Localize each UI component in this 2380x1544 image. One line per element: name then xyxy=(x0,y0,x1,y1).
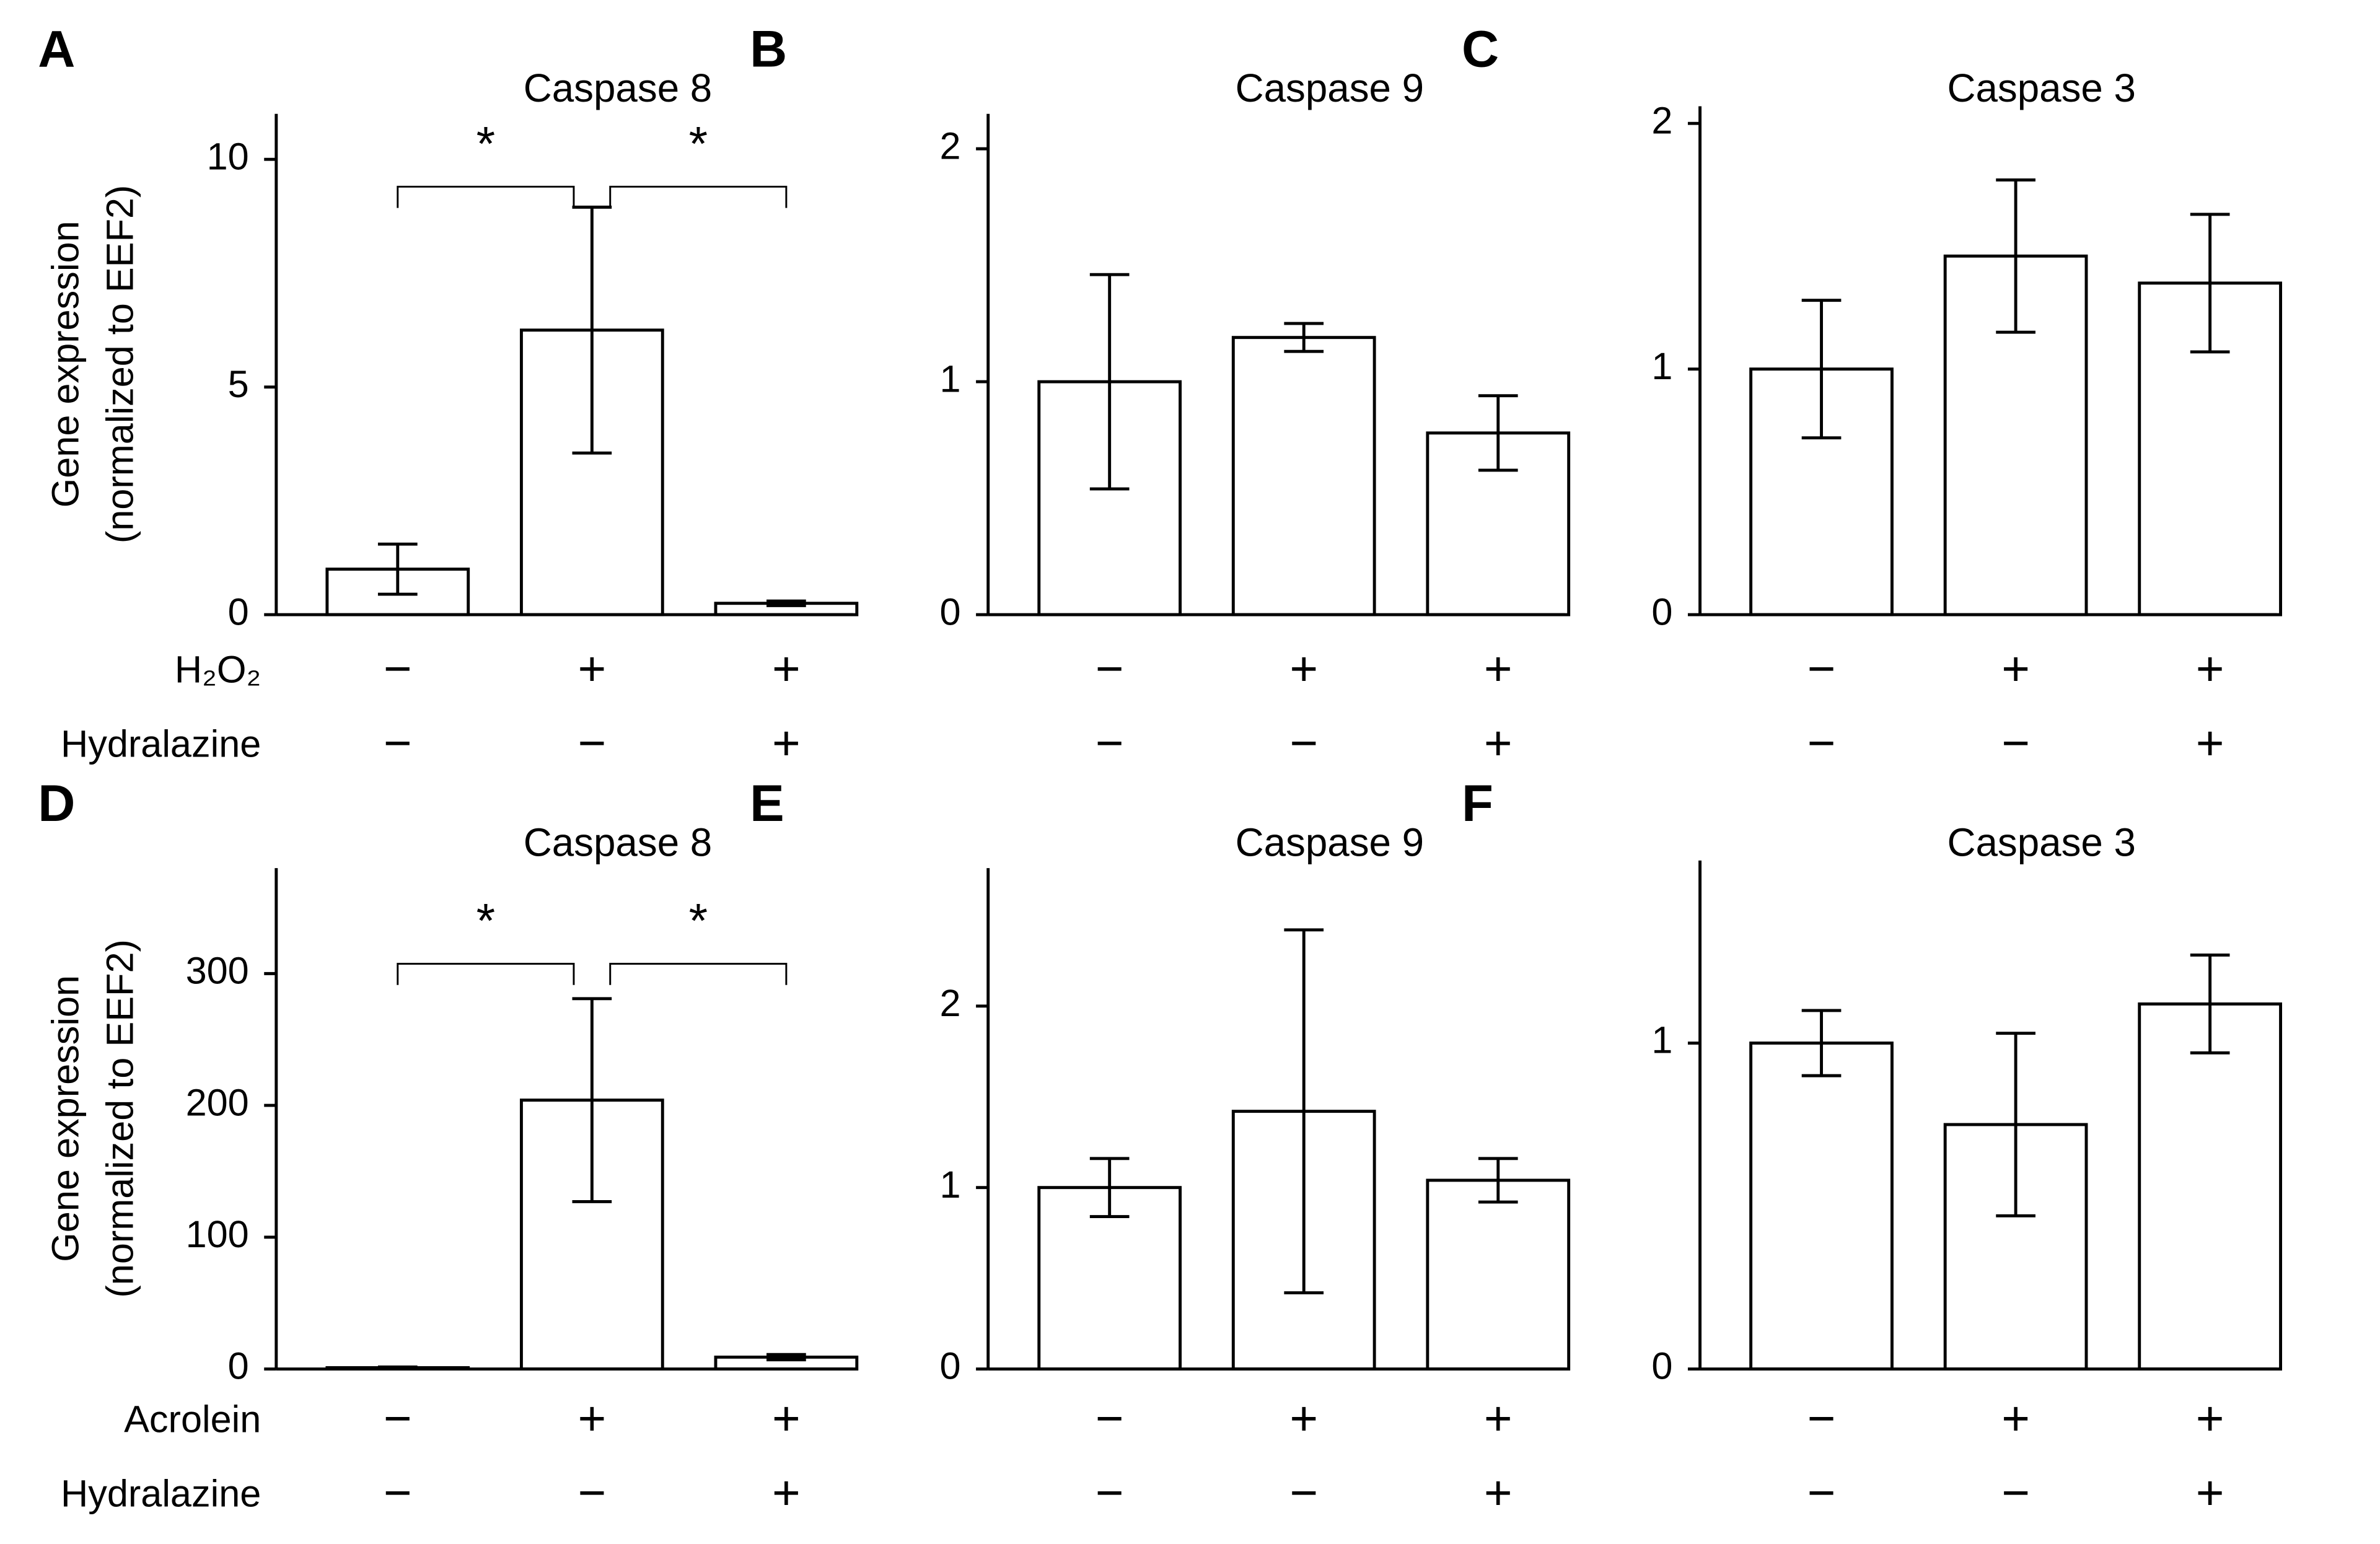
y-tick-label: 100 xyxy=(186,1213,249,1255)
y-tick-label: 200 xyxy=(186,1081,249,1123)
bar xyxy=(1426,1178,1571,1371)
y-axis-label: (normalized to EEF2) xyxy=(99,939,141,1298)
treatment-level: + xyxy=(1484,641,1513,696)
treatment-level: + xyxy=(772,641,801,696)
treatment-level: + xyxy=(772,1465,801,1520)
y-tick-label: 2 xyxy=(940,125,961,167)
treatment-level: − xyxy=(1096,716,1124,770)
panel-label: B xyxy=(750,20,787,78)
y-tick-label: 10 xyxy=(207,135,249,177)
bar xyxy=(1231,336,1376,616)
y-tick-label: 2 xyxy=(1651,99,1672,141)
treatment-level: + xyxy=(2001,641,2030,696)
treatment-level: − xyxy=(384,1391,412,1445)
panel-label: A xyxy=(38,20,75,78)
treatment-name: H₂O₂ xyxy=(175,648,261,690)
chart-title: Caspase 9 xyxy=(1236,66,1424,110)
treatment-level: − xyxy=(1807,1465,1836,1520)
treatment-level: + xyxy=(2196,1391,2224,1445)
panel-label: E xyxy=(750,774,784,832)
treatment-level: + xyxy=(2196,641,2224,696)
chart-title: Caspase 8 xyxy=(524,820,712,864)
treatment-name: Hydralazine xyxy=(61,722,261,765)
significance-bracket xyxy=(397,185,575,208)
significance-star: * xyxy=(689,116,708,170)
treatment-level: + xyxy=(1484,1391,1513,1445)
chart-title: Caspase 3 xyxy=(1947,820,2135,864)
y-tick-label: 300 xyxy=(186,950,249,992)
treatment-level: + xyxy=(2001,1391,2030,1445)
y-tick-label: 1 xyxy=(940,357,961,400)
significance-star: * xyxy=(476,893,496,948)
significance-bracket xyxy=(609,185,788,208)
treatment-level: + xyxy=(1289,641,1318,696)
treatment-level: − xyxy=(1289,716,1318,770)
treatment-level: − xyxy=(577,1465,606,1520)
bar xyxy=(2138,1002,2282,1371)
treatment-level: + xyxy=(1289,1391,1318,1445)
y-tick-label: 0 xyxy=(940,590,961,633)
treatment-level: − xyxy=(1096,1391,1124,1445)
y-tick-label: 0 xyxy=(228,590,249,633)
treatment-level: + xyxy=(1484,1465,1513,1520)
significance-bracket xyxy=(609,963,788,985)
treatment-level: − xyxy=(1096,641,1124,696)
y-tick-label: 0 xyxy=(228,1345,249,1387)
y-tick-label: 2 xyxy=(940,982,961,1024)
treatment-name: Hydralazine xyxy=(61,1472,261,1514)
panel-label: C xyxy=(1462,20,1499,78)
treatment-level: + xyxy=(772,1391,801,1445)
y-tick-label: 5 xyxy=(228,363,249,405)
y-tick-label: 1 xyxy=(940,1164,961,1206)
treatment-level: − xyxy=(384,716,412,770)
treatment-level: − xyxy=(1096,1465,1124,1520)
y-tick-label: 0 xyxy=(940,1345,961,1387)
y-axis-label: Gene expression xyxy=(44,975,86,1262)
treatment-level: − xyxy=(1289,1465,1318,1520)
chart-title: Caspase 8 xyxy=(524,66,712,110)
y-tick-label: 1 xyxy=(1651,345,1672,387)
treatment-level: − xyxy=(1807,641,1836,696)
y-tick-label: 1 xyxy=(1651,1019,1672,1061)
significance-bracket xyxy=(397,963,575,985)
y-axis-label: (normalized to EEF2) xyxy=(99,185,141,544)
treatment-level: + xyxy=(772,716,801,770)
treatment-level: + xyxy=(577,1391,606,1445)
panel-label: D xyxy=(38,774,75,832)
treatment-level: − xyxy=(577,716,606,770)
chart-title: Caspase 9 xyxy=(1236,820,1424,864)
treatment-level: + xyxy=(2196,716,2224,770)
y-axis-label: Gene expression xyxy=(44,221,86,507)
treatment-level: − xyxy=(1807,1391,1836,1445)
treatment-name: Acrolein xyxy=(124,1398,261,1440)
panel-label: F xyxy=(1462,774,1493,832)
y-tick-label: 0 xyxy=(1651,590,1672,633)
treatment-level: + xyxy=(1484,716,1513,770)
significance-star: * xyxy=(476,116,496,170)
treatment-level: − xyxy=(2001,1465,2030,1520)
chart-title: Caspase 3 xyxy=(1947,66,2135,110)
treatment-level: − xyxy=(384,641,412,696)
treatment-level: + xyxy=(2196,1465,2224,1520)
bar xyxy=(1749,1042,1894,1371)
treatment-level: − xyxy=(384,1465,412,1520)
treatment-level: + xyxy=(577,641,606,696)
y-tick-label: 0 xyxy=(1651,1345,1672,1387)
treatment-level: − xyxy=(2001,716,2030,770)
treatment-level: − xyxy=(1807,716,1836,770)
significance-star: * xyxy=(689,893,708,948)
